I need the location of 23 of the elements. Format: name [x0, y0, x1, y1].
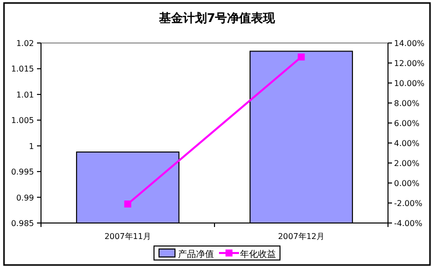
y2-tick-label: 2.00%: [394, 159, 420, 168]
y2-tick-label: 10.00%: [394, 79, 425, 88]
y-tick-label: 1.015: [11, 64, 34, 74]
y2-tick-label: -2.00%: [394, 199, 423, 208]
y-tick-label: 0.985: [11, 219, 34, 228]
chart-title: 基金计划7号净值表现: [158, 11, 276, 25]
y2-tick-label: 4.00%: [394, 139, 420, 148]
y-tick-label: 1.02: [16, 39, 34, 48]
legend-label: 产品净值: [178, 249, 214, 260]
y2-tick-label: -4.00%: [394, 219, 423, 228]
y-tick-label: 1.01: [16, 90, 34, 100]
legend-label: 年化收益: [240, 249, 276, 260]
y2-tick-label: 6.00%: [394, 119, 420, 128]
y-tick-label: 0.99: [16, 193, 34, 202]
y2-tick-label: 0.00%: [394, 179, 420, 188]
y-tick-label: 1: [28, 142, 34, 151]
y2-tick-label: 8.00%: [394, 99, 420, 108]
y2-tick-label: 14.00%: [394, 39, 425, 48]
y2-tick-label: 12.00%: [394, 59, 425, 68]
y-tick-label: 0.995: [11, 168, 34, 177]
y-tick-label: 1.005: [11, 116, 34, 126]
x-tick-label: 2007年11月: [104, 232, 152, 241]
x-tick-label: 2007年12月: [278, 232, 325, 241]
